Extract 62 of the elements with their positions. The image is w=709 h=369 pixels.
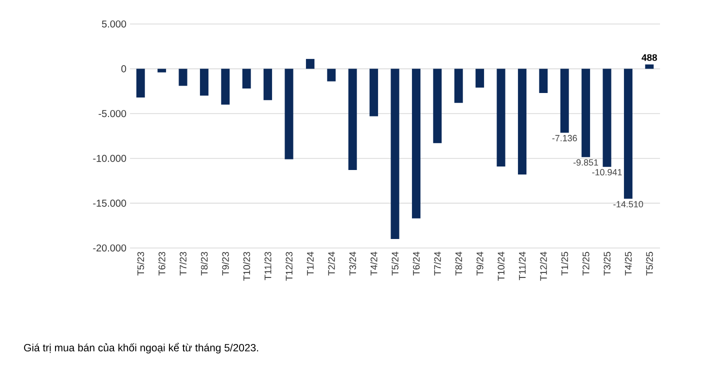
y-tick-label: -10.000 bbox=[93, 154, 126, 162]
data-label: 488 bbox=[642, 54, 658, 61]
y-tick-label: -5.000 bbox=[98, 110, 126, 118]
x-tick-label: T11/24 bbox=[518, 252, 526, 280]
x-tick-label: T3/24 bbox=[349, 252, 356, 276]
bar bbox=[348, 68, 357, 170]
x-tick-label: T12/23 bbox=[286, 252, 292, 281]
y-tick-label: -20.000 bbox=[93, 244, 126, 252]
x-tick-label: T4/24 bbox=[370, 252, 378, 276]
x-tick-label: T5/23 bbox=[137, 252, 144, 276]
data-label: -9.851 bbox=[574, 159, 598, 166]
bar bbox=[390, 68, 400, 240]
x-tick-label: T2/25 bbox=[582, 252, 590, 276]
bar bbox=[370, 68, 378, 116]
x-tick-label: T6/24 bbox=[412, 252, 420, 276]
bar bbox=[476, 68, 484, 88]
y-tick-label: 5.000 bbox=[102, 20, 126, 28]
x-tick-label: T10/24 bbox=[498, 252, 504, 281]
x-tick-label: T4/25 bbox=[624, 252, 632, 276]
bar bbox=[582, 68, 590, 158]
x-tick-label: T7/24 bbox=[434, 252, 441, 276]
bar bbox=[602, 68, 612, 167]
bar bbox=[496, 68, 506, 166]
bar bbox=[454, 68, 463, 103]
bar bbox=[242, 68, 251, 89]
bar bbox=[221, 68, 230, 105]
data-label: -10.941 bbox=[592, 169, 622, 176]
bar bbox=[645, 64, 654, 69]
x-tick-label: T5/24 bbox=[392, 252, 398, 276]
bar bbox=[158, 68, 166, 72]
bar bbox=[306, 58, 314, 69]
x-tick-label: T11/23 bbox=[264, 252, 272, 280]
bar bbox=[136, 68, 145, 98]
bar bbox=[264, 68, 272, 100]
x-tick-label: T12/24 bbox=[540, 252, 547, 281]
x-tick-label: T7/23 bbox=[180, 252, 186, 276]
x-tick-label: T9/23 bbox=[222, 252, 229, 276]
x-tick-label: T2/24 bbox=[328, 252, 335, 276]
bar bbox=[433, 68, 442, 144]
x-tick-label: T5/25 bbox=[646, 252, 653, 276]
x-tick-label: T1/24 bbox=[306, 252, 314, 276]
y-tick-label: 0 bbox=[121, 65, 126, 72]
bar bbox=[539, 68, 548, 93]
bar bbox=[178, 68, 188, 86]
x-tick-label: T10/23 bbox=[243, 252, 250, 281]
text: Giá trị mua bán của khối ngoại kể từ tháng 5/2023. bbox=[24, 342, 258, 354]
x-tick-label: T3/25 bbox=[604, 252, 610, 276]
x-tick-label: T8/24 bbox=[455, 252, 462, 276]
data-label: -14.510 bbox=[613, 200, 644, 208]
data-label: -7.136 bbox=[552, 134, 577, 142]
bar bbox=[327, 68, 336, 82]
bar bbox=[200, 68, 208, 96]
bar bbox=[560, 68, 569, 133]
bar bbox=[624, 68, 632, 199]
x-tick-label: T9/24 bbox=[476, 252, 484, 276]
bar bbox=[518, 68, 526, 175]
x-tick-label: T8/23 bbox=[200, 252, 208, 276]
x-tick-label: T1/25 bbox=[561, 252, 568, 276]
y-tick-label: -15.000 bbox=[93, 200, 126, 207]
x-tick-label: T6/23 bbox=[158, 252, 166, 276]
bar bbox=[284, 68, 294, 160]
bar bbox=[412, 68, 420, 218]
